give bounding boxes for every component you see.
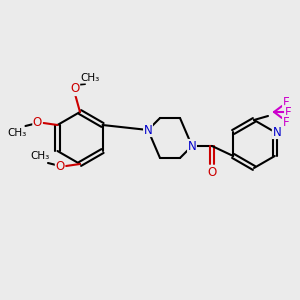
Text: O: O	[70, 82, 80, 95]
Text: CH₃: CH₃	[30, 151, 50, 161]
Text: N: N	[272, 125, 281, 139]
Text: O: O	[207, 166, 217, 178]
Text: F: F	[283, 95, 289, 109]
Text: CH₃: CH₃	[8, 128, 27, 138]
Text: N: N	[144, 124, 152, 136]
Text: CH₃: CH₃	[80, 73, 100, 83]
Text: N: N	[188, 140, 196, 152]
Text: O: O	[33, 116, 42, 130]
Text: O: O	[56, 160, 64, 172]
Text: F: F	[285, 106, 291, 118]
Text: F: F	[283, 116, 289, 128]
